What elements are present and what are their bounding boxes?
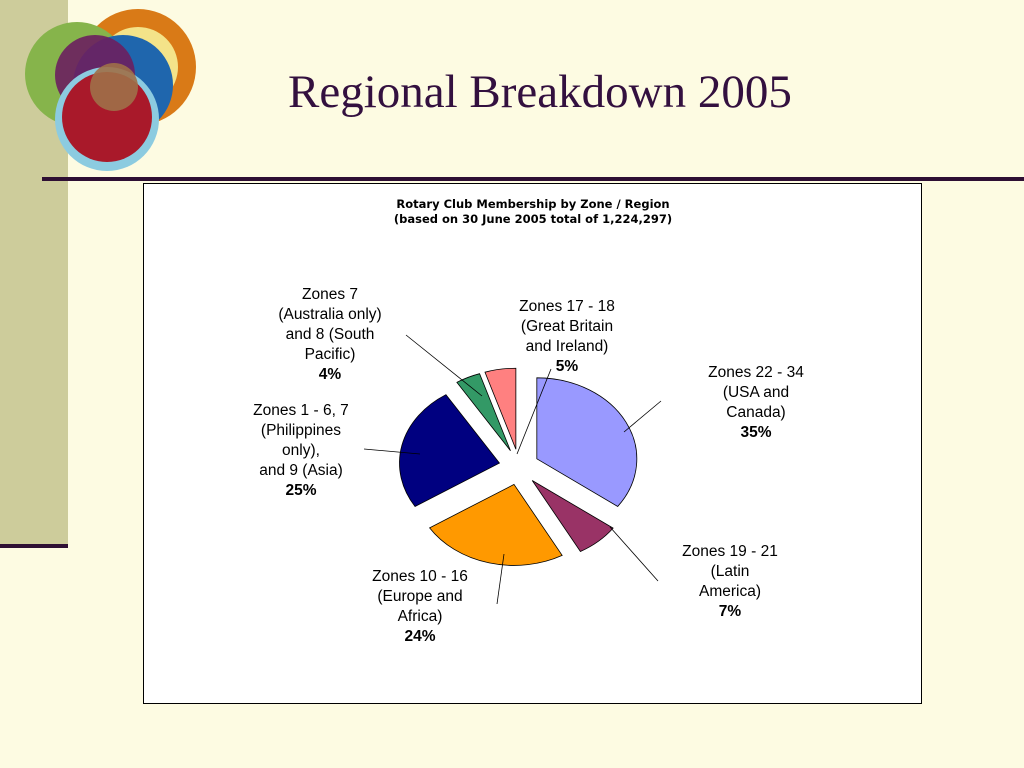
slice-name-line: and Ireland) [526,338,609,355]
pie-chart: Rotary Club Membership by Zone / Region … [253,197,804,645]
leader-line [405,334,483,397]
slice-label: Zones 7 (Australia only) and 8 (South Pacif… [278,286,381,383]
pie-slice [536,377,638,507]
slice-name-line: (Great Britain [521,318,613,335]
slice-label: Zones 17 - 18 (Great Britain and Ireland) 5… [519,298,615,375]
slice-name-line: (Philippines [261,422,341,439]
slice-name-line: Zones 7 [302,286,358,303]
leader-lines [363,334,662,605]
slice-percent: 4% [319,366,342,383]
leader-line [623,400,662,433]
rings-logo [25,9,196,171]
slice-percent: 24% [404,628,435,645]
slice-percent: 35% [740,424,771,441]
chart-subtitle: (based on 30 June 2005 total of 1,224,29… [394,212,672,226]
slice-name-line: Pacific) [305,346,356,363]
slide-title: Regional Breakdown 2005 [288,66,792,118]
leader-line [496,553,505,605]
slice-name-line: Canada) [726,404,785,421]
center-ring [90,63,138,111]
slice-name-line: and 9 (Asia) [259,462,343,479]
slice-name-line: (USA and [723,384,789,401]
slice-name-line: Zones 22 - 34 [708,364,804,381]
leader-line [516,368,552,455]
slice-labels: Zones 22 - 34 (USA and Canada) 35% Zones 19 … [253,286,804,645]
pie-slice [428,483,563,566]
pie-slice [399,394,501,507]
chart-title: Rotary Club Membership by Zone / Region [396,197,669,211]
slice-percent: 5% [556,358,579,375]
leader-line [363,448,421,455]
slice-label: Zones 19 - 21 (Latin America) 7% [682,543,778,620]
slice-percent: 25% [285,482,316,499]
slice-name-line: Africa) [398,608,443,625]
slice-name-line: (Australia only) [278,306,381,323]
slice-name-line: (Europe and [377,588,462,605]
slice-name-line: Zones 10 - 16 [372,568,468,585]
slice-name-line: only), [282,442,320,459]
slice-name-line: America) [699,583,761,600]
pie-slice [456,373,511,451]
slice-name-line: Zones 1 - 6, 7 [253,402,349,419]
pie-slice [484,367,517,450]
slice-name-line: and 8 (South [286,326,375,343]
chart-frame: Rotary Club Membership by Zone / Region … [143,183,922,704]
title-rule [42,177,1024,181]
slice-name-line: (Latin [711,563,750,580]
slice-percent: 7% [719,603,742,620]
leader-line [609,526,659,582]
pie-slice [531,480,614,552]
side-rule [0,544,68,548]
pie-slices [399,367,638,566]
slice-name-line: Zones 17 - 18 [519,298,615,315]
slice-name-line: Zones 19 - 21 [682,543,778,560]
slice-label: Zones 1 - 6, 7 (Philippines only), and 9 (A… [253,402,349,499]
slice-label: Zones 22 - 34 (USA and Canada) 35% [708,364,804,441]
slice-label: Zones 10 - 16 (Europe and Africa) 24% [372,568,468,645]
